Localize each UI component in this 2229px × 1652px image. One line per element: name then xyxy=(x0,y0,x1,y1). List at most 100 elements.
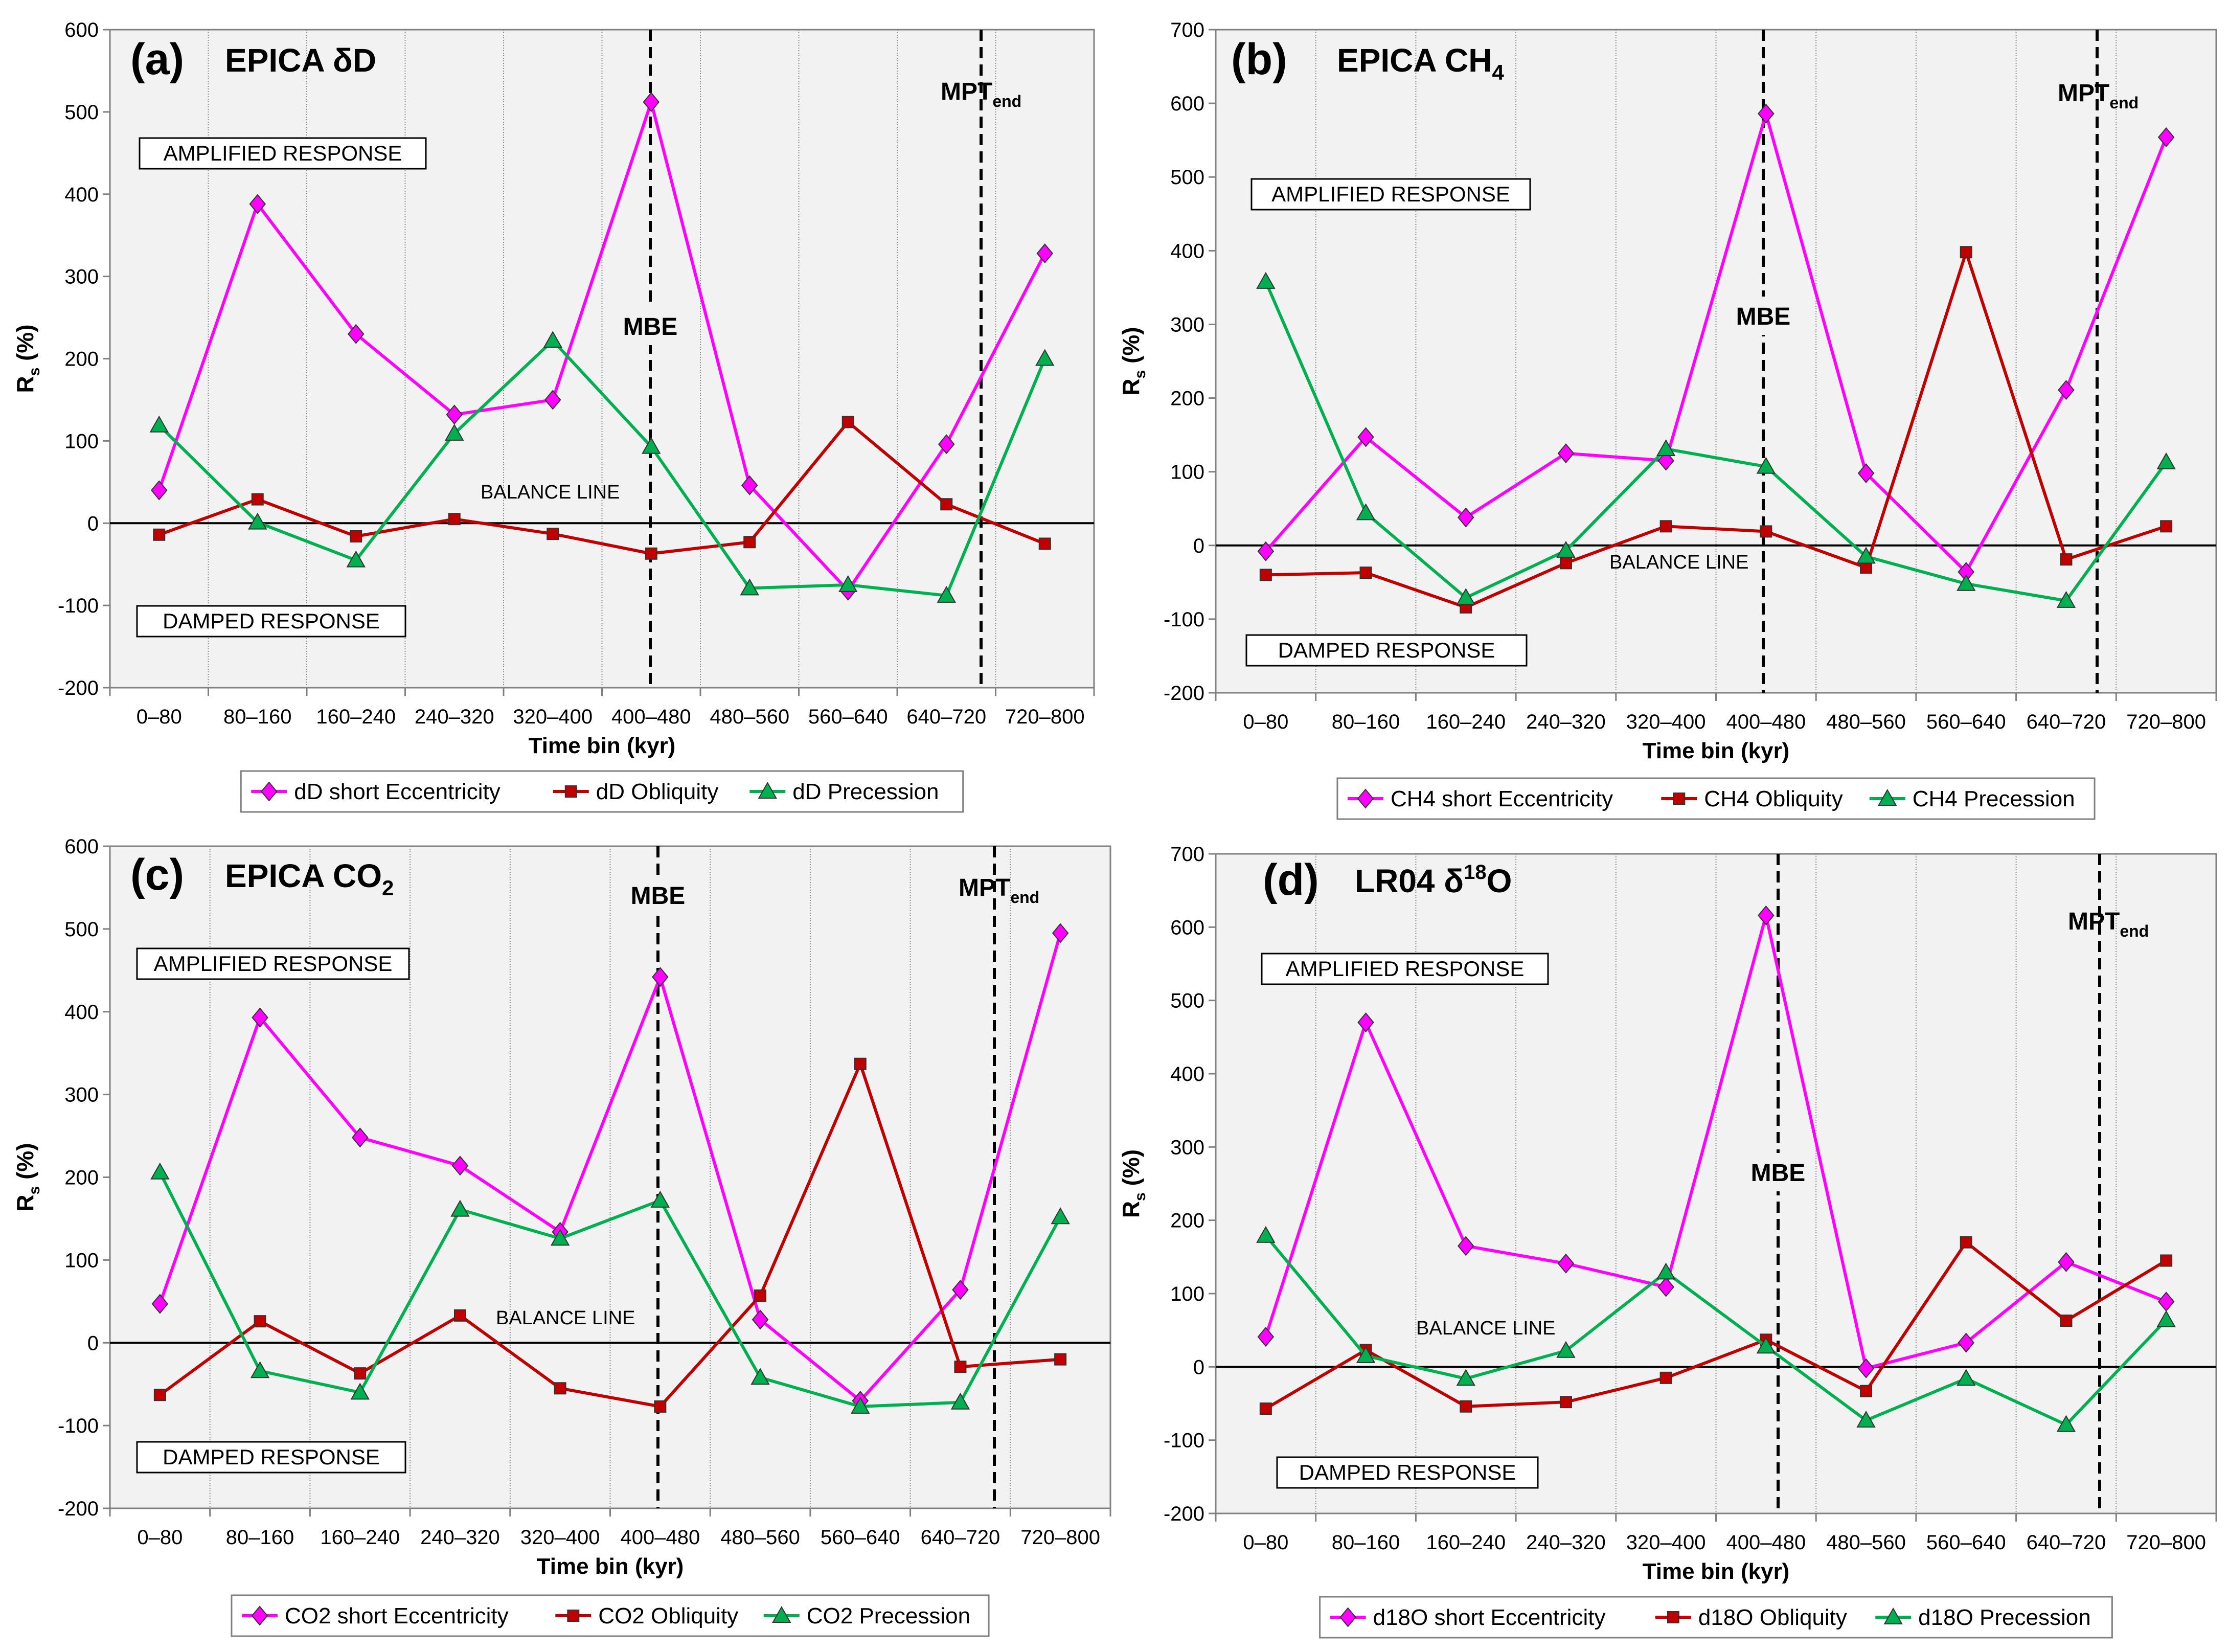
legend-entry: dD Obliquity xyxy=(596,779,719,804)
x-tick-label: 80–160 xyxy=(223,706,291,728)
series-2-point xyxy=(838,575,858,592)
y-tick-label: 600 xyxy=(1170,916,1204,939)
y-tick-label: -200 xyxy=(58,1498,99,1520)
series-0-point xyxy=(351,1127,369,1148)
x-tick-label: 640–720 xyxy=(906,706,986,728)
series-1-point xyxy=(1259,569,1272,581)
x-axis-label: Time bin (kyr) xyxy=(537,1554,684,1579)
series-2-point xyxy=(150,1162,170,1180)
legend-entry: CO2 short Eccentricity xyxy=(285,1603,509,1628)
series-1-point xyxy=(940,498,953,511)
y-tick-label: 0 xyxy=(1193,1356,1204,1378)
mbe-label-bg xyxy=(1727,297,1799,335)
series-2-point xyxy=(1456,588,1475,605)
y-tick-label: 400 xyxy=(1170,240,1204,262)
x-tick-label: 0–80 xyxy=(1243,711,1288,733)
series-2-point xyxy=(1556,540,1576,558)
series-1-point xyxy=(448,513,461,526)
x-tick-label: 640–720 xyxy=(921,1526,1000,1549)
amplified-response-box xyxy=(139,137,427,170)
y-tick-label: 200 xyxy=(64,1167,99,1189)
legend-swatch-marker xyxy=(1878,788,1897,806)
series-0-point xyxy=(2157,127,2175,147)
series-2-point xyxy=(1356,1346,1376,1363)
series-0-point xyxy=(1657,1277,1674,1297)
series-2-point xyxy=(149,415,169,433)
legend xyxy=(1336,777,2096,820)
series-2-point xyxy=(1656,439,1676,456)
series-1-point xyxy=(1659,1371,1672,1384)
mbe-label: MBE xyxy=(1736,303,1791,330)
series-0-point xyxy=(1857,463,1875,484)
x-axis-label: Time bin (kyr) xyxy=(1643,738,1790,763)
series-1-point xyxy=(1054,1353,1067,1366)
series-1-point xyxy=(2160,520,2173,533)
series-1-point xyxy=(153,1389,166,1401)
series-1-point xyxy=(153,528,166,541)
amplified-response-label: AMPLIFIED RESPONSE xyxy=(1271,182,1510,206)
series-0-point xyxy=(1657,450,1674,471)
series-2-point xyxy=(1957,1369,1976,1386)
x-tick-label: 720–800 xyxy=(1005,706,1085,728)
y-tick-label: 100 xyxy=(1170,1283,1204,1305)
series-2-point xyxy=(750,1368,770,1385)
series-0-point xyxy=(1758,103,1775,124)
legend-entry: d18O Precession xyxy=(1918,1605,2091,1630)
panel-letter: (a) xyxy=(130,35,184,84)
legend-entry: dD Precession xyxy=(792,779,939,804)
amplified-response-label: AMPLIFIED RESPONSE xyxy=(164,141,402,165)
panel-d: -200 -100 0 100 200 300 400 500 600 700 0–80 80–160… xyxy=(1118,843,2217,1639)
series-2-point xyxy=(2056,1415,2076,1432)
series-line-1 xyxy=(159,1062,1061,1408)
series-1-point xyxy=(1960,1236,1972,1249)
series-line-2 xyxy=(1264,1234,2168,1427)
y-tick-label: 400 xyxy=(64,1001,99,1024)
amplified-response-box xyxy=(1250,178,1531,211)
mbe-label: MBE xyxy=(1751,1160,1806,1187)
damped-response-box xyxy=(136,605,406,638)
series-0-point xyxy=(1457,507,1474,528)
y-tick-label: 400 xyxy=(1170,1063,1204,1085)
mpt-label: MPTend xyxy=(2068,908,2149,940)
y-tick-label: 100 xyxy=(64,1249,99,1272)
y-axis-label: Rs (%) xyxy=(1118,327,1149,395)
balance-line-label: BALANCE LINE xyxy=(1609,552,1748,573)
series-2-point xyxy=(937,585,956,603)
x-tick-label: 0–80 xyxy=(137,706,182,728)
mpt-label: MPTend xyxy=(959,874,1039,907)
x-tick-label: 80–160 xyxy=(226,1526,294,1549)
series-0-point xyxy=(1557,443,1575,464)
y-tick-label: -100 xyxy=(1164,1430,1204,1452)
series-1-point xyxy=(254,1315,266,1328)
series-0-point xyxy=(643,92,660,112)
x-tick-label: 160–240 xyxy=(1426,711,1506,733)
series-1-point xyxy=(1559,1396,1572,1409)
series-2-point xyxy=(1051,1207,1070,1225)
y-tick-label: 500 xyxy=(1170,166,1204,189)
series-2-point xyxy=(450,1200,470,1217)
x-tick-label: 400–480 xyxy=(611,706,691,728)
series-2-point xyxy=(1256,271,1276,289)
mbe-label-bg xyxy=(1742,1153,1814,1191)
legend-entry: d18O Obliquity xyxy=(1698,1605,1847,1630)
panel-title: EPICA CH4 xyxy=(1337,42,1504,84)
x-tick-label: 640–720 xyxy=(2027,711,2106,733)
series-line-2 xyxy=(158,1171,1062,1408)
legend-swatch-marker xyxy=(1667,1611,1679,1623)
amplified-response-label: AMPLIFIED RESPONSE xyxy=(154,952,393,976)
series-2-point xyxy=(1356,503,1376,521)
y-tick-label: 500 xyxy=(64,918,99,941)
series-1-point xyxy=(1659,520,1672,533)
y-tick-label: 500 xyxy=(64,101,99,124)
mbe-label: MBE xyxy=(623,313,678,341)
y-axis-label: Rs (%) xyxy=(12,1143,43,1211)
y-axis-label: Rs (%) xyxy=(12,324,43,393)
y-tick-label: -100 xyxy=(58,595,99,617)
y-tick-label: 200 xyxy=(64,348,99,371)
series-2-point xyxy=(950,1392,970,1410)
series-1-point xyxy=(1559,557,1572,570)
series-2-point xyxy=(851,1396,870,1414)
x-axis-label: Time bin (kyr) xyxy=(529,733,676,758)
amplified-response-label: AMPLIFIED RESPONSE xyxy=(1286,957,1525,981)
series-1-point xyxy=(2160,1254,2173,1267)
